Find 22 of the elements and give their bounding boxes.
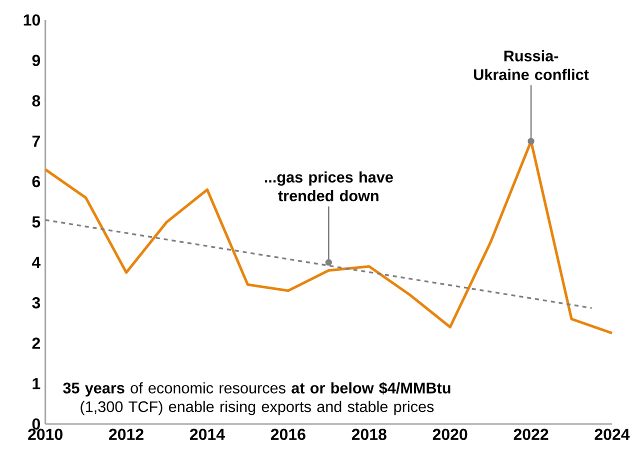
x-tick-label: 2020 bbox=[432, 428, 468, 440]
y-tick-label: 4 bbox=[32, 256, 41, 268]
y-tick-label: 8 bbox=[32, 94, 40, 106]
x-tick-label: 2024 bbox=[594, 428, 630, 440]
y-tick-label: 1 bbox=[32, 378, 40, 389]
x-tick-label: 2022 bbox=[514, 428, 548, 440]
y-tick-label: 5 bbox=[32, 216, 40, 228]
x-tick-label: 2010 bbox=[28, 428, 62, 440]
x-tick-label: 2012 bbox=[109, 428, 144, 440]
y-tick-label: 7 bbox=[32, 136, 40, 147]
y-tick-label: 10 bbox=[24, 14, 40, 26]
y-tick-label: 9 bbox=[32, 54, 40, 66]
y-tick-label: 0 bbox=[32, 418, 40, 430]
y-tick-label: 6 bbox=[32, 176, 40, 188]
y-tick-label: 2 bbox=[32, 337, 40, 349]
annotation: Russia- Ukraine conflict bbox=[474, 50, 589, 80]
y-tick-label: 3 bbox=[32, 296, 40, 308]
annotation: ...gas prices have trended down bbox=[264, 171, 393, 202]
x-tick-label: 2018 bbox=[352, 428, 386, 440]
x-tick-label: 2014 bbox=[190, 428, 225, 440]
x-tick-label: 2016 bbox=[270, 428, 306, 440]
annotation: 35 years of economic resources at or below $4/MMBtu (1,300 TCF) enable rising exports and stable prices bbox=[63, 382, 450, 416]
